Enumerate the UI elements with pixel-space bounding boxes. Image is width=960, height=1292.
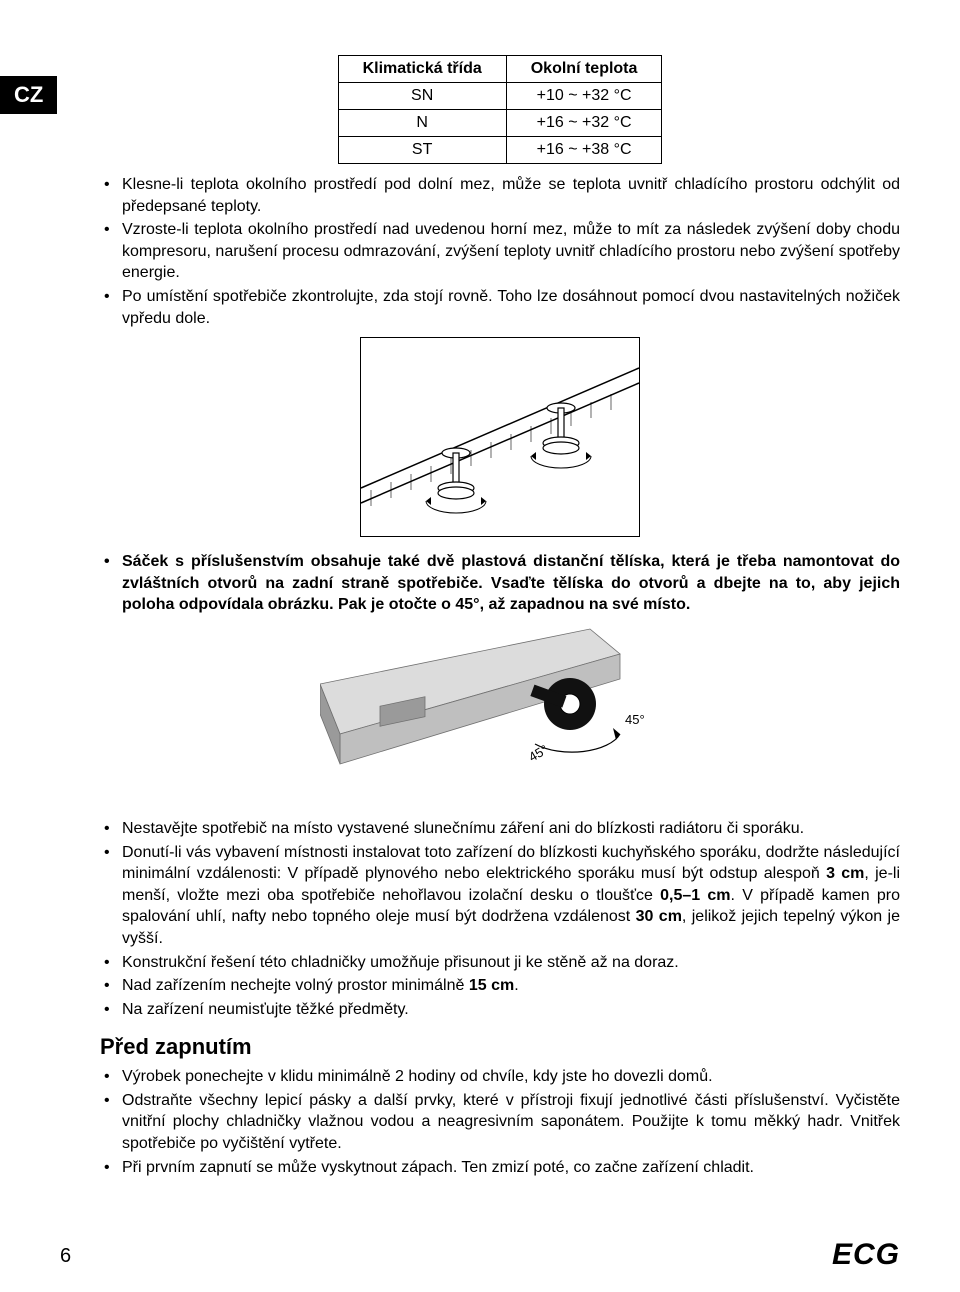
leveling-feet-figure: [360, 337, 640, 537]
climate-class-table: Klimatická třída Okolní teplota SN +10 ~…: [338, 55, 663, 164]
list-item: Vzroste-li teplota okolního prostředí na…: [100, 219, 900, 284]
table-cell: +16 ~ +38 °C: [506, 137, 662, 164]
list-item: Nestavějte spotřebič na místo vystavené …: [100, 818, 900, 840]
spacer-figure: 45° 45°: [320, 624, 680, 804]
list-item-bold: Sáček s příslušenstvím obsahuje také dvě…: [100, 551, 900, 616]
text-bold: 30 cm: [636, 908, 682, 925]
text: Donutí-li vás vybavení místnosti instalo…: [122, 844, 900, 883]
table-header: Okolní teplota: [506, 56, 662, 83]
bullet-list: Sáček s příslušenstvím obsahuje také dvě…: [100, 551, 900, 616]
table-cell: N: [338, 110, 506, 137]
angle-label: 45°: [526, 742, 551, 765]
list-item: Donutí-li vás vybavení místnosti instalo…: [100, 842, 900, 950]
table-row: SN +10 ~ +32 °C: [338, 83, 662, 110]
angle-label: 45°: [625, 712, 645, 727]
table-cell: SN: [338, 83, 506, 110]
table-header: Klimatická třída: [338, 56, 506, 83]
bullet-list: Klesne-li teplota okolního prostředí pod…: [100, 174, 900, 329]
list-item: Konstrukční řešení této chladničky umožň…: [100, 952, 900, 974]
page-content: Klimatická třída Okolní teplota SN +10 ~…: [100, 55, 900, 1178]
table-row: N +16 ~ +32 °C: [338, 110, 662, 137]
bullet-list: Nestavějte spotřebič na místo vystavené …: [100, 818, 900, 1020]
section-heading: Před zapnutím: [100, 1034, 900, 1060]
list-item: Klesne-li teplota okolního prostředí pod…: [100, 174, 900, 217]
text-bold: 15 cm: [469, 977, 514, 994]
list-item: Nad zařízením nechejte volný prostor min…: [100, 975, 900, 997]
table-cell: +10 ~ +32 °C: [506, 83, 662, 110]
text-bold: 0,5–1 cm: [660, 887, 730, 904]
list-item: Odstraňte všechny lepicí pásky a další p…: [100, 1090, 900, 1155]
brand-logo: ECG: [832, 1238, 900, 1272]
list-item: Při prvním zapnutí se může vyskytnout zá…: [100, 1157, 900, 1179]
list-item: Na zařízení neumisťujte těžké předměty.: [100, 999, 900, 1021]
text-bold: 3 cm: [826, 865, 864, 882]
bullet-list: Výrobek ponechejte v klidu minimálně 2 h…: [100, 1066, 900, 1178]
table-cell: ST: [338, 137, 506, 164]
text: .: [514, 977, 518, 994]
text: Nad zařízením nechejte volný prostor min…: [122, 977, 469, 994]
list-item: Výrobek ponechejte v klidu minimálně 2 h…: [100, 1066, 900, 1088]
table-row: ST +16 ~ +38 °C: [338, 137, 662, 164]
page-number: 6: [60, 1245, 71, 1268]
list-item: Po umístění spotřebiče zkontrolujte, zda…: [100, 286, 900, 329]
table-cell: +16 ~ +32 °C: [506, 110, 662, 137]
language-tab: CZ: [0, 76, 57, 114]
